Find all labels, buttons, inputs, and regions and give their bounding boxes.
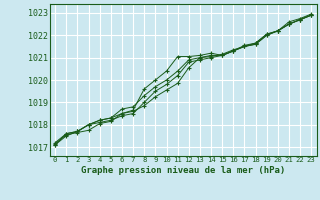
X-axis label: Graphe pression niveau de la mer (hPa): Graphe pression niveau de la mer (hPa) <box>81 166 285 175</box>
